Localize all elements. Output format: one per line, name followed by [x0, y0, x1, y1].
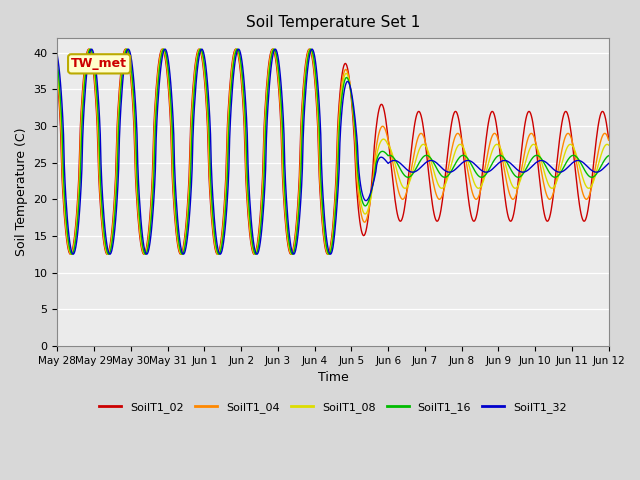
SoilT1_32	[88, 46, 96, 52]
SoilT1_08	[434, 181, 442, 187]
SoilT1_16	[54, 61, 61, 67]
SoilT1_02	[326, 246, 334, 252]
X-axis label: Time: Time	[317, 371, 348, 384]
SoilT1_32	[434, 161, 442, 167]
Text: TW_met: TW_met	[71, 57, 127, 71]
Legend: SoilT1_02, SoilT1_04, SoilT1_08, SoilT1_16, SoilT1_32: SoilT1_02, SoilT1_04, SoilT1_08, SoilT1_…	[95, 397, 572, 417]
Line: SoilT1_16: SoilT1_16	[58, 49, 609, 254]
SoilT1_32	[54, 53, 61, 59]
SoilT1_02	[556, 136, 563, 142]
Line: SoilT1_32: SoilT1_32	[58, 49, 609, 254]
SoilT1_02	[605, 136, 612, 142]
SoilT1_08	[605, 142, 612, 148]
SoilT1_32	[70, 251, 77, 257]
SoilT1_02	[85, 46, 93, 52]
Line: SoilT1_04: SoilT1_04	[58, 49, 609, 254]
SoilT1_08	[67, 252, 75, 257]
SoilT1_16	[200, 56, 207, 62]
SoilT1_08	[556, 169, 563, 175]
SoilT1_02	[380, 105, 387, 111]
SoilT1_16	[380, 149, 387, 155]
SoilT1_04	[200, 64, 207, 70]
SoilT1_32	[556, 169, 563, 175]
SoilT1_04	[434, 195, 442, 201]
SoilT1_04	[326, 248, 334, 253]
SoilT1_08	[200, 60, 207, 66]
SoilT1_16	[434, 168, 442, 173]
SoilT1_04	[176, 250, 184, 255]
SoilT1_32	[605, 160, 612, 166]
SoilT1_32	[380, 156, 387, 161]
Title: Soil Temperature Set 1: Soil Temperature Set 1	[246, 15, 420, 30]
Line: SoilT1_02: SoilT1_02	[58, 49, 609, 254]
SoilT1_02	[67, 252, 74, 257]
SoilT1_16	[68, 252, 76, 257]
SoilT1_02	[176, 251, 184, 256]
Line: SoilT1_08: SoilT1_08	[58, 49, 609, 254]
SoilT1_08	[86, 46, 93, 52]
SoilT1_08	[54, 67, 61, 72]
SoilT1_32	[326, 251, 334, 257]
SoilT1_02	[200, 68, 207, 74]
SoilT1_32	[176, 239, 184, 244]
SoilT1_16	[86, 46, 94, 52]
SoilT1_04	[86, 46, 93, 52]
SoilT1_04	[556, 159, 563, 165]
SoilT1_08	[176, 248, 184, 254]
Y-axis label: Soil Temperature (C): Soil Temperature (C)	[15, 128, 28, 256]
SoilT1_16	[556, 171, 563, 177]
SoilT1_16	[326, 251, 334, 256]
SoilT1_02	[434, 218, 442, 224]
SoilT1_16	[605, 153, 612, 158]
SoilT1_04	[605, 137, 612, 143]
SoilT1_04	[67, 251, 75, 257]
SoilT1_02	[54, 76, 61, 82]
SoilT1_04	[54, 72, 61, 77]
SoilT1_32	[200, 50, 207, 56]
SoilT1_04	[380, 124, 387, 130]
SoilT1_08	[326, 250, 334, 255]
SoilT1_08	[380, 136, 387, 142]
SoilT1_16	[176, 246, 184, 252]
